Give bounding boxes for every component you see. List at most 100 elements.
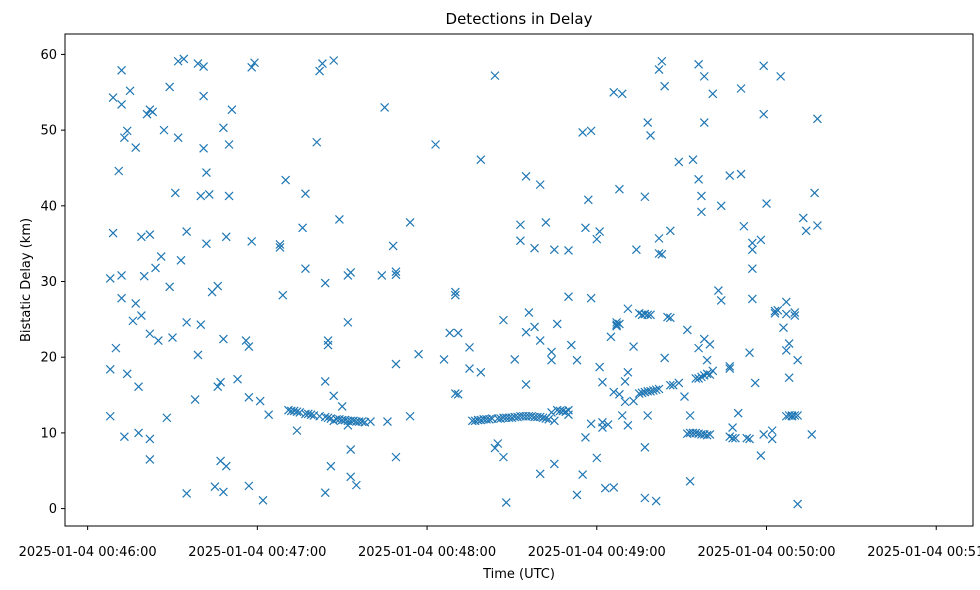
data-point: [303, 409, 313, 419]
data-point: [323, 340, 333, 350]
data-point: [564, 246, 573, 255]
data-point: [323, 413, 333, 423]
data-point: [657, 56, 667, 66]
data-point: [654, 233, 664, 243]
data-point: [453, 389, 463, 399]
data-point: [134, 428, 143, 438]
data-point: [648, 386, 658, 395]
data-point: [742, 433, 752, 443]
data-point: [142, 109, 152, 119]
data-point: [762, 199, 771, 208]
data-point: [617, 411, 627, 420]
data-point: [665, 313, 675, 323]
data-point: [581, 433, 590, 442]
data-point: [105, 411, 115, 421]
data-point: [484, 414, 494, 424]
data-point: [524, 308, 534, 317]
data-point: [521, 380, 531, 389]
data-point: [445, 328, 455, 338]
data-point: [535, 180, 545, 190]
data-point: [779, 323, 788, 333]
data-point: [490, 71, 500, 81]
data-point: [564, 405, 573, 415]
data-point: [317, 59, 327, 68]
data-point: [688, 155, 698, 165]
data-point: [798, 213, 808, 223]
data-point: [660, 81, 670, 91]
data-point: [108, 93, 118, 103]
data-point: [165, 282, 175, 292]
data-point: [346, 445, 356, 454]
data-point: [199, 143, 209, 153]
data-point: [586, 293, 596, 303]
data-point: [606, 332, 616, 342]
data-point: [617, 89, 627, 99]
data-point: [547, 408, 556, 417]
data-point: [182, 227, 192, 236]
y-tick-label: 0: [49, 502, 57, 517]
data-point: [629, 396, 638, 406]
data-point: [301, 189, 310, 199]
data-point: [781, 297, 791, 307]
data-point: [747, 294, 757, 304]
data-point: [801, 226, 811, 236]
data-point: [745, 348, 754, 358]
data-point: [651, 385, 661, 395]
data-point: [572, 490, 582, 500]
data-point: [275, 243, 285, 252]
data-point: [598, 377, 607, 387]
data-point: [357, 417, 367, 426]
data-point: [549, 416, 559, 426]
data-point: [320, 412, 330, 422]
y-tick-label: 20: [40, 351, 57, 366]
data-point: [646, 386, 655, 396]
y-tick-label: 40: [40, 199, 57, 214]
data-point: [145, 454, 155, 464]
data-point: [699, 118, 709, 127]
data-point: [145, 230, 155, 240]
data-point: [665, 380, 675, 390]
data-point: [747, 238, 757, 248]
data-point: [725, 364, 735, 373]
data-point: [190, 395, 200, 405]
data-point: [281, 175, 291, 185]
data-point: [351, 480, 361, 490]
data-point: [728, 423, 737, 433]
data-point: [784, 373, 794, 383]
data-point: [264, 410, 274, 420]
data-point: [716, 296, 726, 305]
data-point: [383, 417, 392, 426]
data-point: [623, 367, 633, 377]
x-tick-label: 2025-01-04 00:46:00: [19, 545, 157, 560]
data-point: [535, 469, 545, 479]
data-point: [586, 419, 596, 429]
data-point: [210, 482, 220, 492]
data-point: [750, 378, 760, 388]
data-point: [614, 184, 624, 194]
data-point: [572, 355, 582, 365]
data-point: [697, 372, 706, 382]
data-point: [773, 305, 783, 315]
data-point: [499, 452, 508, 462]
data-point: [810, 188, 820, 198]
data-point: [465, 342, 474, 352]
data-point: [329, 416, 339, 426]
data-point: [623, 304, 633, 314]
data-point: [258, 495, 268, 505]
data-point: [501, 498, 511, 507]
data-point: [301, 264, 310, 274]
data-point: [660, 353, 670, 363]
data-point: [490, 443, 500, 453]
data-point: [708, 89, 718, 99]
data-point: [329, 56, 339, 65]
chart-title: Detections in Delay: [446, 10, 593, 28]
data-point: [640, 192, 650, 202]
data-point: [176, 255, 186, 265]
data-point: [614, 319, 624, 329]
data-point: [218, 123, 228, 133]
data-point: [117, 65, 126, 75]
data-point: [173, 56, 183, 66]
data-point: [139, 271, 149, 281]
data-point: [770, 306, 780, 316]
data-point: [159, 125, 169, 135]
